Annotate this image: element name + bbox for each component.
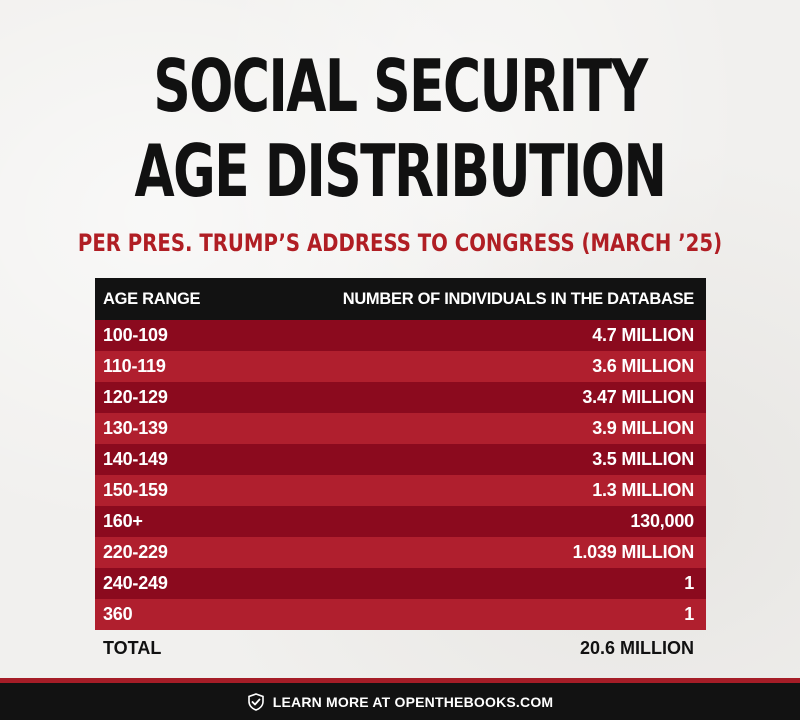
individuals-count-cell: 4.7 MILLION — [592, 325, 694, 345]
table-row: 220-229 1.039 MILLION — [95, 537, 706, 568]
column-header-individuals: NUMBER OF INDIVIDUALS IN THE DATABASE — [342, 289, 695, 308]
individuals-count-cell: 1.3 MILLION — [592, 480, 694, 500]
table-row: 120-129 3.47 MILLION — [95, 382, 706, 413]
page-title-line-2: AGE DISTRIBUTION — [134, 129, 666, 213]
table-row: 130-139 3.9 MILLION — [95, 413, 706, 444]
age-range-cell: 150-159 — [103, 480, 168, 500]
age-range-cell: 160+ — [103, 511, 143, 531]
individuals-count-cell: 1 — [684, 604, 694, 624]
individuals-count-cell: 3.5 MILLION — [592, 449, 694, 469]
table-body: 100-109 4.7 MILLION 110-119 3.6 MILLION 120-… — [95, 320, 706, 630]
total-value: 20.6 MILLION — [579, 637, 694, 658]
footer-link-text[interactable]: LEARN MORE AT OPENTHEBOOKS.COM — [272, 693, 554, 710]
column-header-age-range: AGE RANGE — [103, 289, 201, 308]
table-row: 240-249 1 — [95, 568, 706, 599]
individuals-count-cell: 3.9 MILLION — [592, 418, 694, 438]
individuals-count-cell: 1.039 MILLION — [572, 542, 695, 562]
table-row: 110-119 3.6 MILLION — [95, 351, 706, 382]
table-row: 150-159 1.3 MILLION — [95, 475, 706, 506]
age-range-cell: 140-149 — [103, 449, 168, 469]
individuals-count-cell: 130,000 — [630, 511, 694, 531]
table-header: AGE RANGE NUMBER OF INDIVIDUALS IN THE D… — [95, 278, 706, 320]
footer-bar[interactable]: LEARN MORE AT OPENTHEBOOKS.COM — [0, 678, 800, 720]
subtitle: PER PRES. TRUMP’S ADDRESS TO CONGRESS (M… — [77, 229, 723, 257]
page-title-line-1: SOCIAL SECURITY — [153, 44, 648, 128]
age-range-cell: 240-249 — [103, 573, 168, 593]
age-range-cell: 120-129 — [103, 387, 168, 407]
individuals-count-cell: 3.6 MILLION — [592, 356, 694, 376]
table-row: 160+ 130,000 — [95, 506, 706, 537]
age-distribution-table: AGE RANGE NUMBER OF INDIVIDUALS IN THE D… — [95, 278, 706, 666]
age-range-cell: 110-119 — [103, 356, 166, 376]
individuals-count-cell: 1 — [684, 573, 694, 593]
age-range-cell: 360 — [103, 604, 133, 624]
age-range-cell: 220-229 — [103, 542, 168, 562]
individuals-count-cell: 3.47 MILLION — [582, 387, 694, 407]
table-row: 360 1 — [95, 599, 706, 630]
table-total-row: TOTAL 20.6 MILLION — [95, 630, 706, 666]
age-range-cell: 130-139 — [103, 418, 168, 438]
check-shield-icon — [247, 692, 265, 711]
total-label: TOTAL — [103, 637, 162, 658]
table-row: 100-109 4.7 MILLION — [95, 320, 706, 351]
age-range-cell: 100-109 — [103, 325, 168, 345]
table-row: 140-149 3.5 MILLION — [95, 444, 706, 475]
